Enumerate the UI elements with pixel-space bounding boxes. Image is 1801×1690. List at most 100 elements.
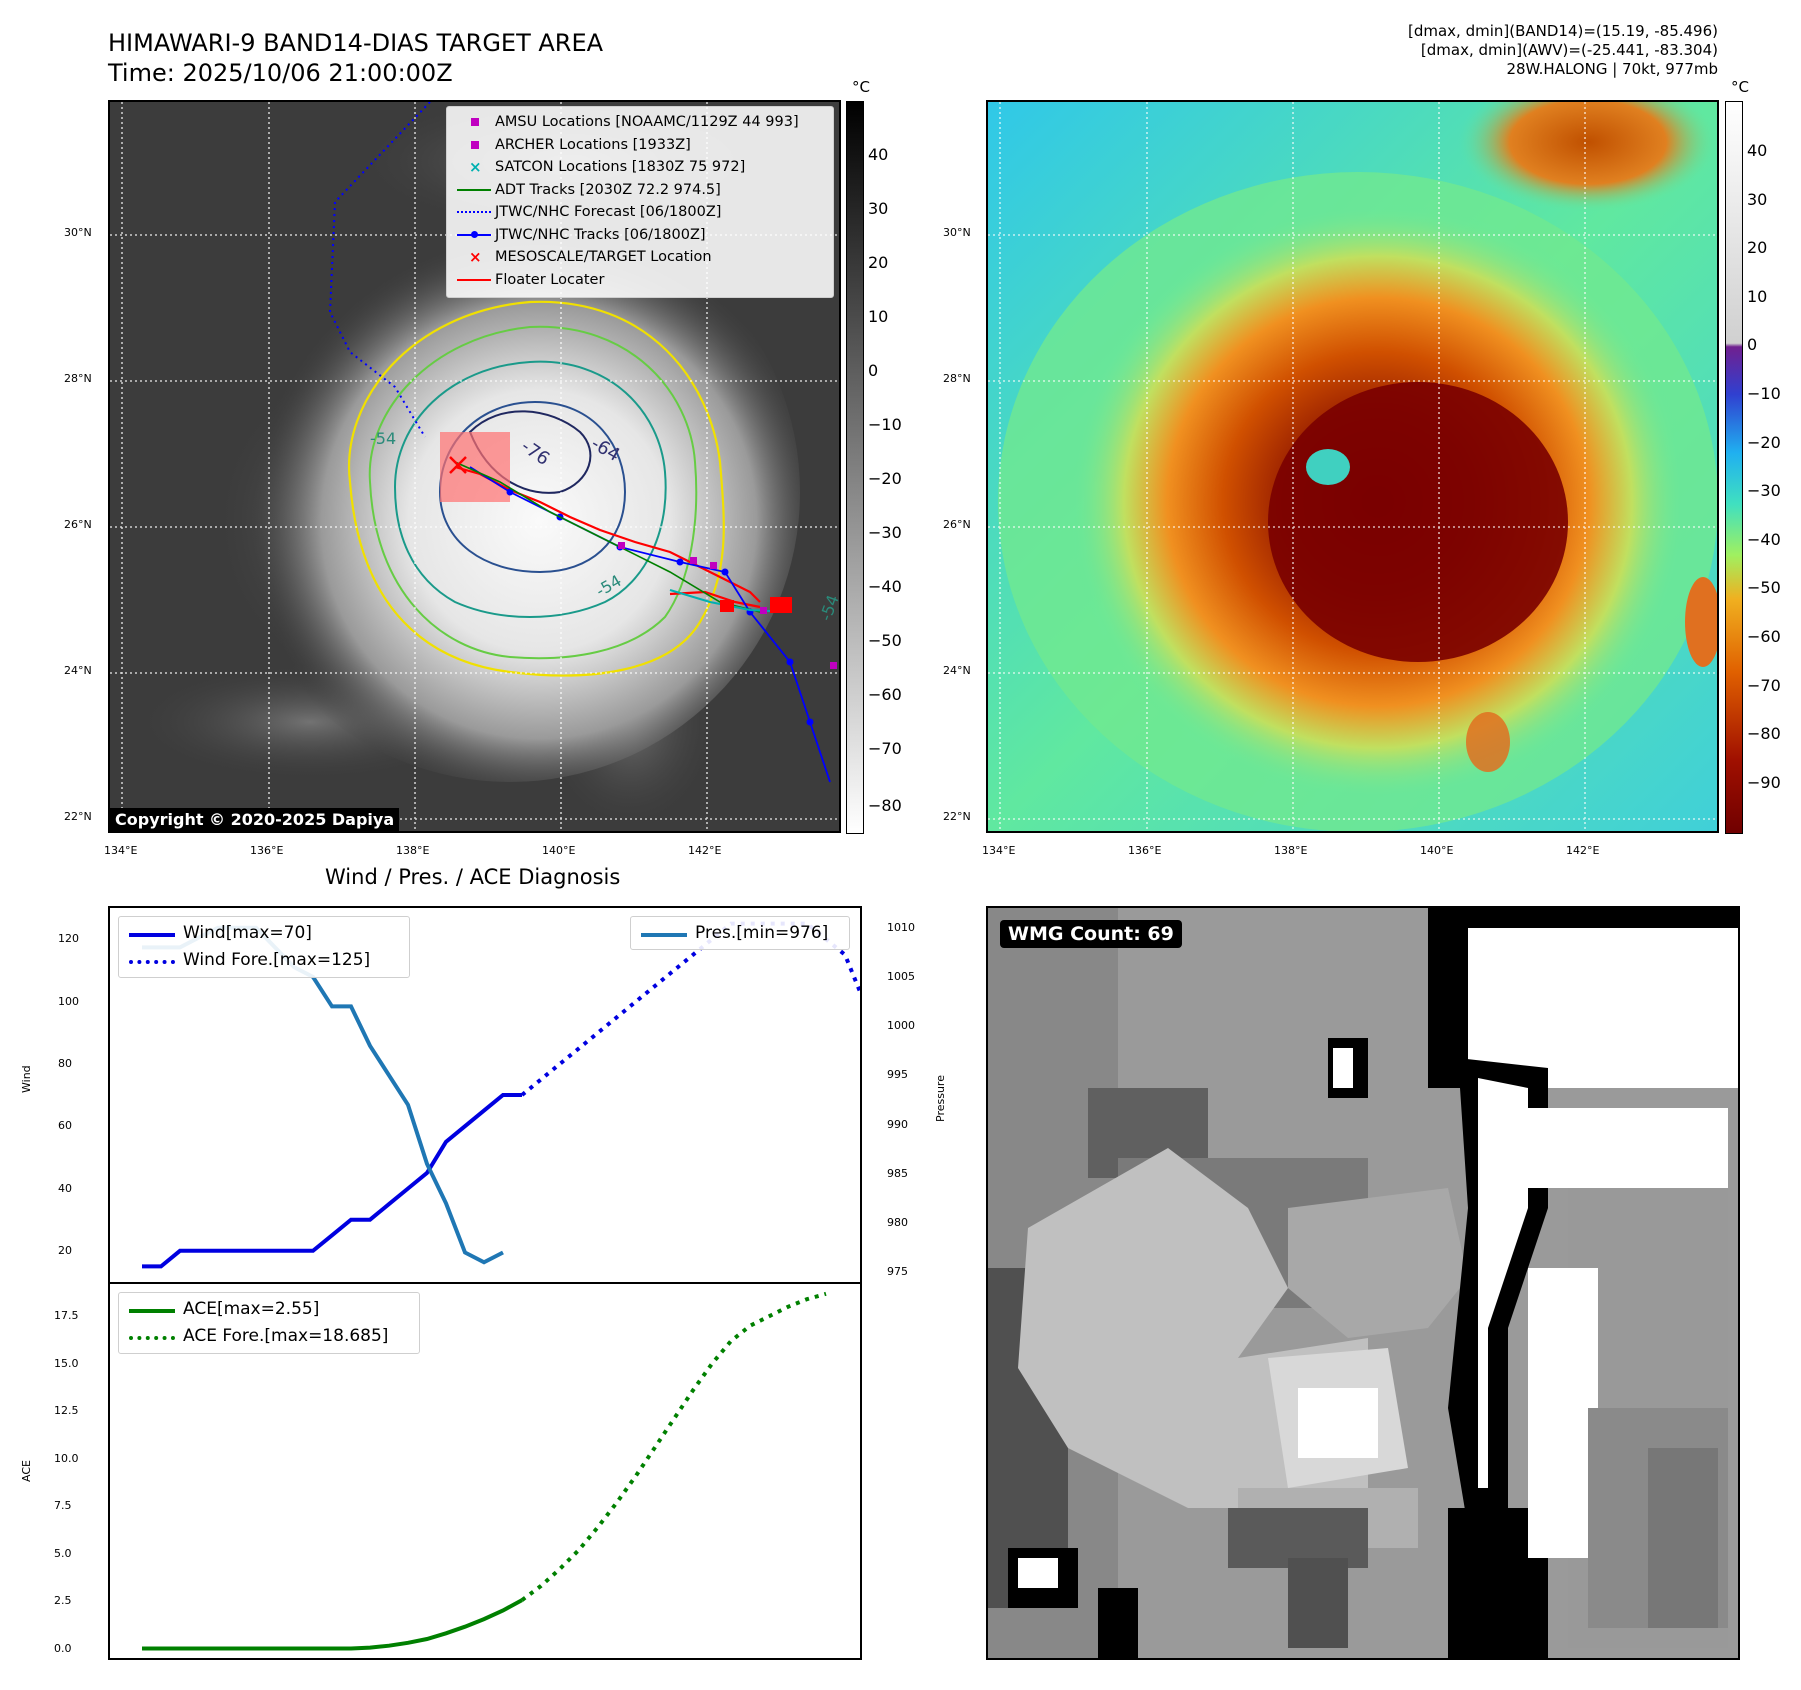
ace-plot: [142, 1291, 827, 1651]
left-cb-tick-m70: −70: [868, 739, 902, 758]
wind-y-tick-20: 20: [58, 1243, 72, 1257]
right-cb-tick-m60: −60: [1747, 627, 1781, 646]
r-lat-tick-30: 30°N: [943, 226, 971, 239]
awv-map-svg: [988, 102, 1717, 831]
wind-axis-label: Wind: [20, 1065, 33, 1093]
ace-legend-solid: ACE[max=2.55]: [127, 1296, 411, 1323]
wmg-count-badge: WMG Count: 69: [1000, 920, 1182, 948]
pressure-legend: Pres.[min=976]: [630, 916, 850, 950]
ace-panel: ACE[max=2.55] ACE Fore.[max=18.685]: [108, 1282, 862, 1660]
left-cb-tick-20: 20: [868, 253, 889, 272]
legend-item-target: × MESOSCALE/TARGET Location: [469, 248, 712, 267]
wind-legend: Wind[max=70] Wind Fore.[max=125]: [118, 916, 410, 978]
legend-item-jtwc-tracks: JTWC/NHC Tracks [06/1800Z]: [455, 224, 825, 247]
legend-item-archer: ARCHER Locations [1933Z]: [455, 134, 825, 157]
r-lat-tick-28: 28°N: [943, 372, 971, 385]
wmg-panel: WMG Count: 69: [986, 906, 1740, 1660]
left-cb-tick-m80: −80: [868, 796, 902, 815]
wind-y-tick-120: 120: [58, 932, 79, 946]
lat-tick-24: 24°N: [64, 664, 92, 677]
pressure-y-tick-975: 975: [887, 1265, 908, 1279]
title-line-1: HIMAWARI-9 BAND14-DIAS TARGET AREA: [108, 29, 604, 57]
legend-item-jtwc-forecast: JTWC/NHC Forecast [06/1800Z]: [455, 201, 825, 224]
left-cb-tick-m30: −30: [868, 523, 902, 542]
ace-y-tick-7.5: 7.5: [54, 1499, 72, 1513]
right-cb-tick-m90: −90: [1747, 773, 1781, 792]
ace-axis-label: ACE: [20, 1460, 33, 1482]
left-cb-tick-m20: −20: [868, 469, 902, 488]
r-lon-tick-142: 142°E: [1566, 844, 1600, 857]
left-cb-tick-m50: −50: [868, 631, 902, 650]
ace-y-tick-15.0: 15.0: [54, 1356, 79, 1370]
ace-y-tick-17.5: 17.5: [54, 1309, 79, 1323]
right-cb-tick-m80: −80: [1747, 724, 1781, 743]
right-cb-tick-10: 10: [1747, 287, 1768, 306]
lon-tick-136: 136°E: [250, 844, 284, 857]
lon-tick-140: 140°E: [542, 844, 576, 857]
right-cb-tick-m30: −30: [1747, 481, 1781, 500]
right-cb-tick-20: 20: [1747, 238, 1768, 257]
wind-y-tick-100: 100: [58, 994, 79, 1008]
r-lat-tick-22: 22°N: [943, 810, 971, 823]
lat-tick-30: 30°N: [64, 226, 92, 239]
right-cb-tick-m70: −70: [1747, 676, 1781, 695]
wind-legend-forecast: Wind Fore.[max=125]: [127, 947, 401, 974]
legend-item-satcon: × SATCON Locations [1830Z 75 972]: [469, 158, 746, 177]
r-lat-tick-26: 26°N: [943, 518, 971, 531]
right-cb-tick-30: 30: [1747, 190, 1768, 209]
ace-y-tick-5.0: 5.0: [54, 1546, 72, 1560]
lon-tick-138: 138°E: [396, 844, 430, 857]
ace-forecast-line: [520, 1291, 827, 1602]
info-line-1: [dmax, dmin](BAND14)=(15.19, -85.496): [1407, 22, 1718, 40]
legend-item-floater: Floater Locater: [455, 269, 825, 292]
ace-y-tick-0.0: 0.0: [54, 1641, 72, 1655]
left-cb-tick-30: 30: [868, 199, 889, 218]
ace-y-tick-2.5: 2.5: [54, 1594, 72, 1608]
gray-colorbar: [846, 101, 864, 834]
title-line-2: Time: 2025/10/06 21:00:00Z: [108, 59, 453, 87]
lon-tick-134: 134°E: [104, 844, 138, 857]
lat-tick-26: 26°N: [64, 518, 92, 531]
ace-legend: ACE[max=2.55] ACE Fore.[max=18.685]: [118, 1292, 420, 1354]
lat-tick-22: 22°N: [64, 810, 92, 823]
r-lat-tick-24: 24°N: [943, 664, 971, 677]
wind-pressure-panel: Wind[max=70] Wind Fore.[max=125] Pres.[m…: [108, 906, 862, 1284]
right-cb-tick-m20: −20: [1747, 433, 1781, 452]
wind-forecast-line: [520, 921, 860, 1097]
r-lon-tick-134: 134°E: [982, 844, 1016, 857]
lat-tick-28: 28°N: [64, 372, 92, 385]
pressure-y-tick-990: 990: [887, 1117, 908, 1131]
map-legend: AMSU Locations [NOAAMC/1129Z 44 993] ARC…: [446, 106, 834, 298]
left-cb-tick-m10: −10: [868, 415, 902, 434]
pressure-y-tick-1010: 1010: [887, 920, 915, 934]
lon-tick-142: 142°E: [688, 844, 722, 857]
pressure-y-tick-980: 980: [887, 1215, 908, 1229]
dmax-info: [dmax, dmin](BAND14)=(15.19, -85.496) [d…: [1408, 22, 1718, 79]
right-cb-tick-m40: −40: [1747, 530, 1781, 549]
left-colorbar-unit: °C: [852, 78, 870, 96]
left-cb-tick-0: 0: [868, 361, 879, 380]
pressure-y-tick-1005: 1005: [887, 969, 915, 983]
copyright-label: Copyright © 2020-2025 Dapiya: [110, 808, 400, 831]
left-cb-tick-10: 10: [868, 307, 889, 326]
wind-y-tick-80: 80: [58, 1056, 72, 1070]
ace-y-tick-12.5: 12.5: [54, 1404, 79, 1418]
pressure-y-tick-995: 995: [887, 1068, 908, 1082]
right-cb-tick-40: 40: [1747, 141, 1768, 160]
pressure-y-tick-1000: 1000: [887, 1019, 915, 1033]
pressure-axis-label: Pressure: [934, 1075, 947, 1122]
legend-item-amsu: AMSU Locations [NOAAMC/1129Z 44 993]: [455, 111, 825, 134]
r-lon-tick-136: 136°E: [1128, 844, 1162, 857]
legend-item-adt: ADT Tracks [2030Z 72.2 974.5]: [455, 179, 825, 202]
ace-y-tick-10.0: 10.0: [54, 1451, 79, 1465]
r-lon-tick-140: 140°E: [1420, 844, 1454, 857]
color-colorbar: [1725, 101, 1743, 834]
info-line-2: [dmax, dmin](AWV)=(-25.441, -83.304): [1420, 41, 1718, 59]
pressure-legend-item: Pres.[min=976]: [639, 920, 841, 947]
wind-y-tick-40: 40: [58, 1181, 72, 1195]
diagnosis-title: Wind / Pres. / ACE Diagnosis: [325, 865, 621, 889]
awv-map-panel: [986, 100, 1719, 833]
wind-series-line: [142, 1093, 522, 1269]
pressure-y-tick-985: 985: [887, 1166, 908, 1180]
contour-label-54a: -54: [370, 429, 396, 448]
